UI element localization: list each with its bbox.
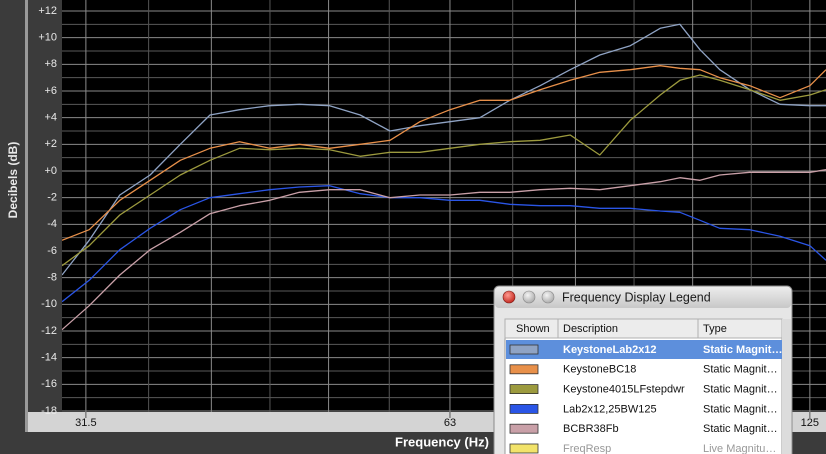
column-header[interactable]: Description xyxy=(563,323,618,335)
y-tick-label: -14 xyxy=(41,352,57,364)
x-tick-label: 125 xyxy=(801,417,819,429)
minimize-button[interactable] xyxy=(522,290,536,304)
legend-type[interactable]: Static Magnit… xyxy=(703,364,778,376)
response-curve xyxy=(62,74,826,267)
legend-description[interactable]: KeystoneBC18 xyxy=(563,364,636,376)
legend-description[interactable]: KeystoneLab2x12 xyxy=(563,344,657,356)
window-title: Frequency Display Legend xyxy=(562,290,711,304)
y-tick-label: -16 xyxy=(41,378,57,390)
y-tick-label: +6 xyxy=(44,85,57,97)
zoom-button[interactable] xyxy=(541,290,555,304)
legend-type[interactable]: Static Magnit… xyxy=(703,403,778,415)
legend-description[interactable]: Keystone4015LFstepdwr xyxy=(563,384,685,396)
column-header[interactable]: Shown xyxy=(516,323,550,335)
legend-swatch[interactable] xyxy=(509,403,539,414)
x-axis-label: Frequency (Hz) xyxy=(395,434,489,449)
y-tick-label: -18 xyxy=(41,405,57,417)
y-tick-label: +10 xyxy=(38,32,57,44)
legend-rows: KeystoneLab2x12 Static Magnit… KeystoneBC1… xyxy=(506,340,782,454)
axes: -18 -16 -14 -12 -10 -8 -6 -4 -2 +0 +2 +4 +6 +8 +10 +12 3… xyxy=(38,5,819,429)
y-tick-label: +0 xyxy=(44,165,57,177)
legend-type[interactable]: Static Magnit… xyxy=(703,384,778,396)
y-tick-label: -8 xyxy=(47,272,57,284)
legend-type[interactable]: Static Magnit… xyxy=(703,423,778,435)
legend-description[interactable]: BCBR38Fb xyxy=(563,423,619,435)
row-highlight xyxy=(506,340,782,359)
legend-swatch[interactable] xyxy=(509,344,539,355)
y-tick-label: -6 xyxy=(47,245,57,257)
title-bar xyxy=(495,287,791,308)
y-tick-label: +4 xyxy=(44,112,57,124)
legend-description[interactable]: Lab2x12,25BW125 xyxy=(563,403,657,415)
legend-swatch[interactable] xyxy=(509,443,539,454)
close-button[interactable] xyxy=(502,290,516,304)
y-axis-label: Decibels (dB) xyxy=(6,142,20,219)
response-curve xyxy=(62,185,826,303)
y-tick-label: -12 xyxy=(41,325,57,337)
frame-edge xyxy=(25,0,28,432)
y-tick-label: -4 xyxy=(47,218,57,230)
response-curve xyxy=(62,23,826,276)
y-tick-label: -2 xyxy=(47,192,57,204)
curves xyxy=(62,23,826,331)
y-tick-label: +2 xyxy=(44,138,57,150)
response-curve xyxy=(62,169,826,331)
scrollbar[interactable] xyxy=(782,319,791,454)
y-tick-label: +12 xyxy=(38,5,57,17)
legend-description[interactable]: FreqResp xyxy=(563,443,611,454)
y-tick-label: +8 xyxy=(44,58,57,70)
x-tick-label: 31.5 xyxy=(75,417,96,429)
response-curve xyxy=(62,65,826,241)
legend-swatch[interactable] xyxy=(509,364,539,375)
legend-window: Frequency Display Legend Shown Descripti… xyxy=(493,285,793,454)
y-tick-label: -10 xyxy=(41,298,57,310)
legend-type[interactable]: Live Magnitu… xyxy=(703,443,776,454)
column-header[interactable]: Type xyxy=(703,323,727,335)
x-tick-label: 63 xyxy=(444,417,456,429)
legend-swatch[interactable] xyxy=(509,384,539,395)
legend-type[interactable]: Static Magnit… xyxy=(703,344,782,356)
legend-swatch[interactable] xyxy=(509,423,539,434)
